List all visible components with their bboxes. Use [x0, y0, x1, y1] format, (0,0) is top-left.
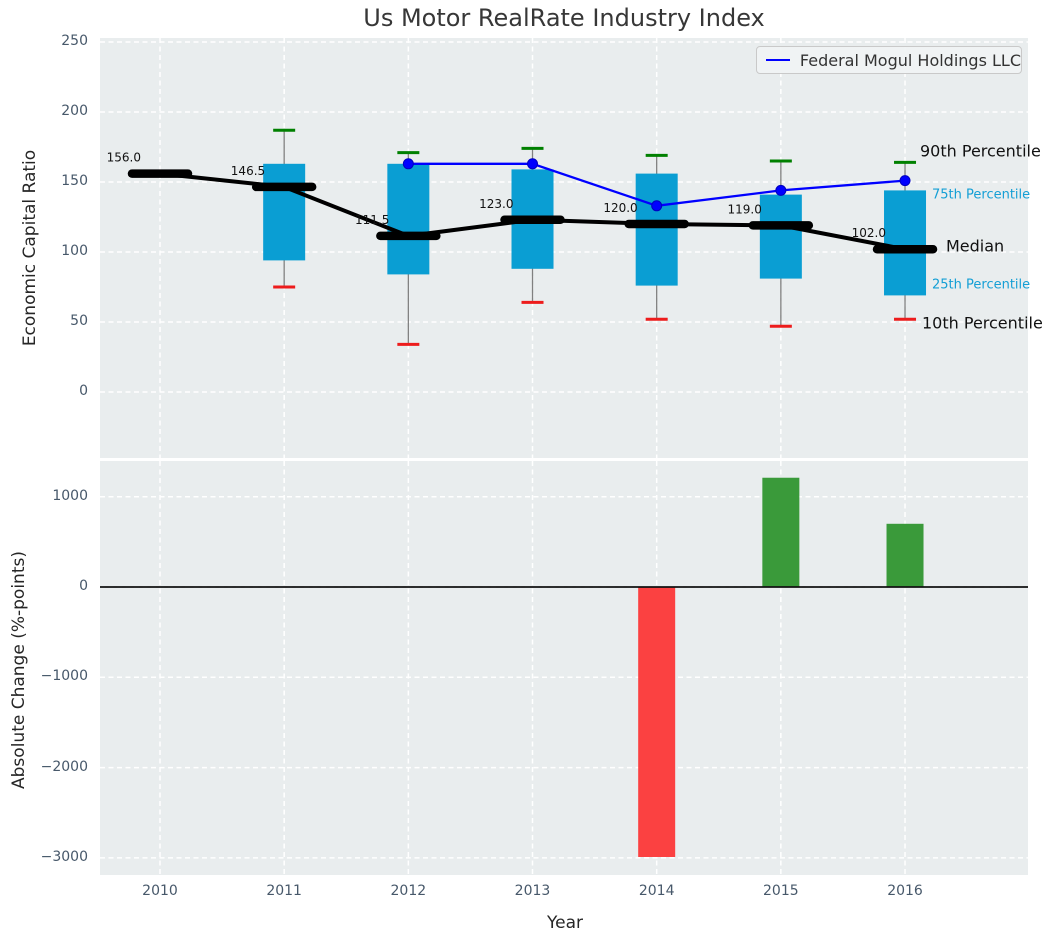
annotation-p25: 25th Percentile: [932, 278, 1030, 293]
bottom-y-tick-0: 0: [0, 578, 88, 594]
bottom-y-tick--3000: −3000: [0, 849, 88, 865]
company-point-2015: [776, 185, 786, 195]
iqr-box-2016: [884, 190, 926, 295]
company-point-2014: [652, 201, 662, 211]
top-y-tick-0: 0: [0, 383, 88, 399]
bottom-y-tick-1000: 1000: [0, 488, 88, 504]
legend: Federal Mogul Holdings LLC: [756, 46, 1022, 74]
median-value-label-2011: 146.5: [231, 164, 265, 178]
x-tick-label-2013: 2013: [498, 883, 568, 899]
annotation-p75: 75th Percentile: [932, 188, 1030, 203]
company-point-2013: [528, 159, 538, 169]
median-value-label-2016: 102.0: [852, 226, 886, 240]
chart-title: Us Motor RealRate Industry Index: [100, 4, 1028, 32]
x-tick-label-2010: 2010: [125, 883, 195, 899]
change-bar-2014: [638, 587, 675, 857]
annotation-p90: 90th Percentile: [920, 142, 1041, 161]
top-y-tick-200: 200: [0, 103, 88, 119]
top-axes: 156.0 146.5 111.5 123.0 120.0 119.0 102.0: [100, 38, 1028, 458]
top-y-tick-100: 100: [0, 243, 88, 259]
iqr-box-2012: [387, 164, 429, 275]
top-y-tick-50: 50: [0, 313, 88, 329]
iqr-box-2014: [636, 174, 678, 286]
company-point-2016: [900, 176, 910, 186]
industry-index-figure: Us Motor RealRate Industry Index Economi…: [0, 0, 1054, 942]
change-bar-2016: [887, 524, 924, 587]
company-point-2012: [403, 159, 413, 169]
x-tick-label-2011: 2011: [249, 883, 319, 899]
x-tick-label-2015: 2015: [746, 883, 816, 899]
annotation-median: Median: [946, 237, 1004, 256]
x-axis-label: Year: [547, 913, 583, 933]
iqr-box-2011: [263, 164, 305, 261]
change-bar-2015: [762, 478, 799, 587]
legend-series-label: Federal Mogul Holdings LLC: [800, 51, 1021, 70]
median-value-label-2010: 156.0: [107, 151, 141, 165]
bottom-y-tick--2000: −2000: [0, 759, 88, 775]
top-y-tick-250: 250: [0, 33, 88, 49]
x-tick-label-2014: 2014: [622, 883, 692, 899]
bar-chart-canvas: [100, 461, 1028, 875]
bottom-axes: [100, 461, 1028, 875]
median-value-label-2013: 123.0: [479, 197, 513, 211]
bottom-y-tick--1000: −1000: [0, 668, 88, 684]
x-tick-label-2016: 2016: [870, 883, 940, 899]
median-value-label-2012: 111.5: [355, 213, 389, 227]
median-value-label-2015: 119.0: [727, 202, 761, 216]
annotation-p10: 10th Percentile: [922, 314, 1043, 333]
top-y-tick-150: 150: [0, 173, 88, 189]
iqr-box-2015: [760, 195, 802, 279]
box-plot-canvas: 156.0 146.5 111.5 123.0 120.0 119.0 102.0: [100, 38, 1028, 458]
legend-line-sample-icon: [766, 59, 790, 61]
median-value-label-2014: 120.0: [603, 201, 637, 215]
x-tick-label-2012: 2012: [373, 883, 443, 899]
